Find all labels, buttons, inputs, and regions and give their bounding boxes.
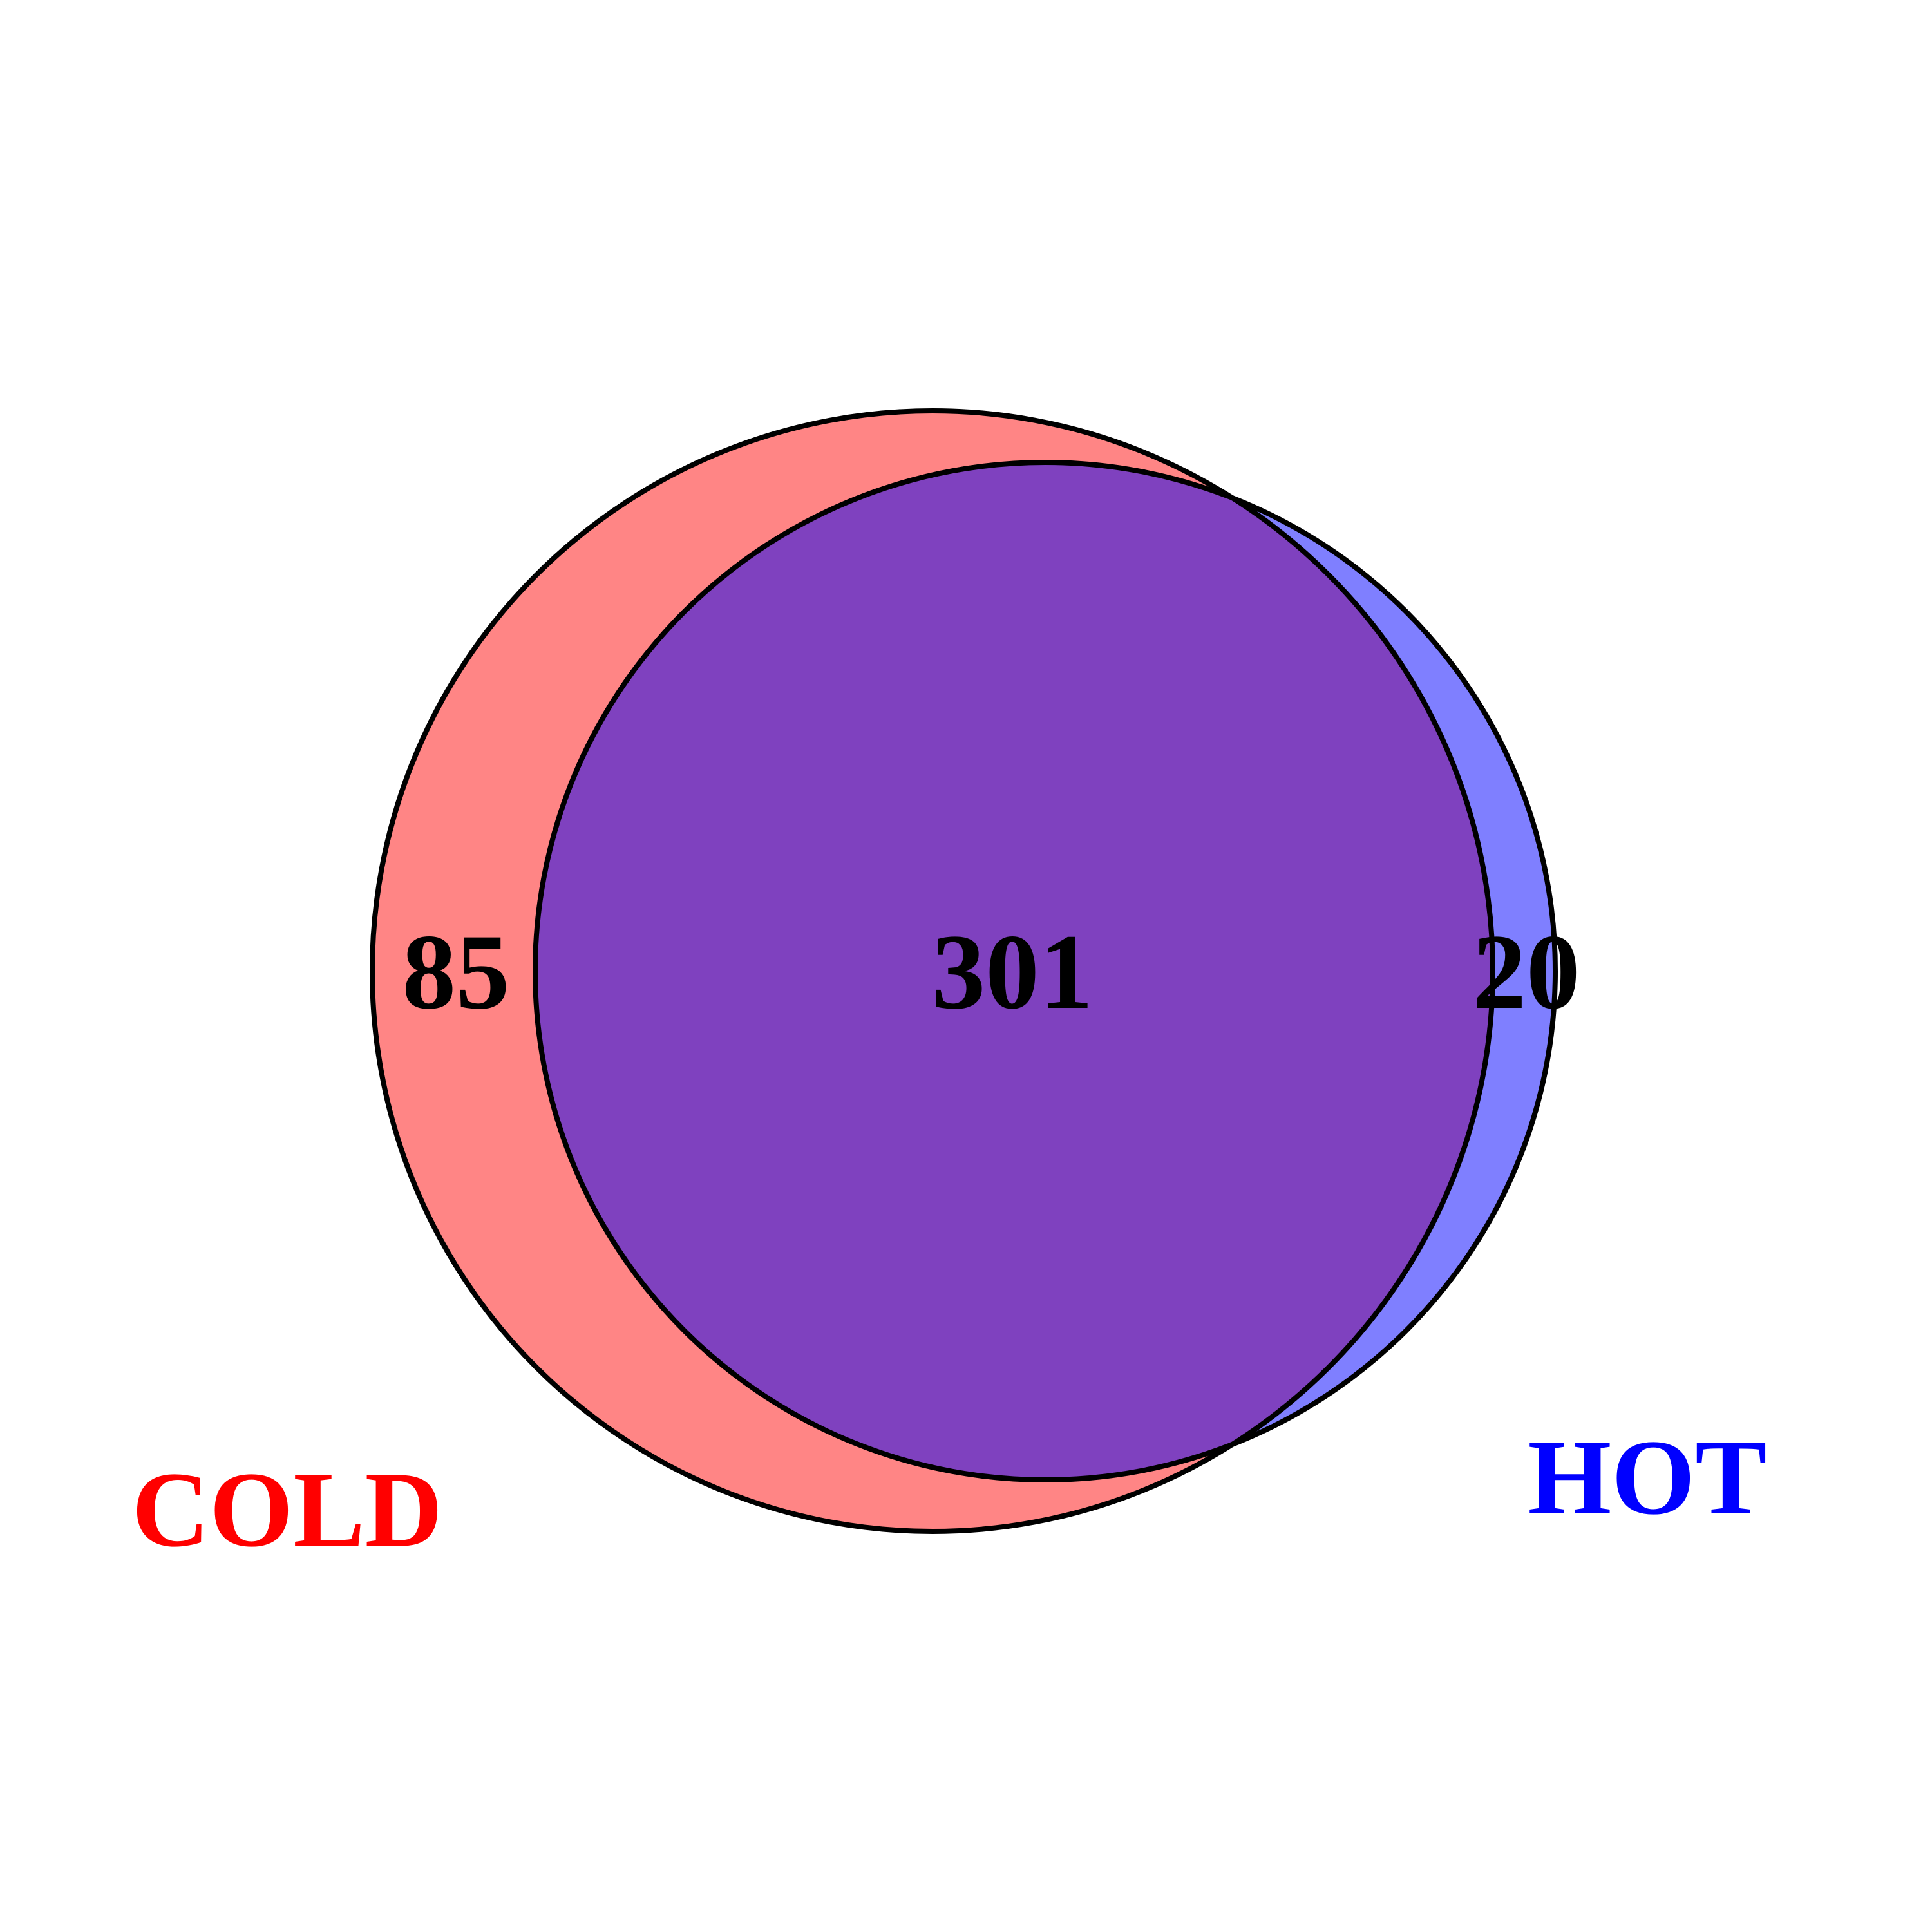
hot-set-outline bbox=[533, 460, 1558, 1482]
hot-only-count: 20 bbox=[1473, 913, 1580, 1032]
intersection-count: 301 bbox=[932, 913, 1094, 1032]
cold-only-count: 85 bbox=[402, 913, 510, 1032]
hot-set-label: HOT bbox=[1528, 1418, 1766, 1537]
overlap-region-fill bbox=[535, 462, 1493, 1480]
cold-set-label: COLD bbox=[132, 1450, 443, 1569]
cold-set-outline bbox=[370, 408, 1495, 1534]
